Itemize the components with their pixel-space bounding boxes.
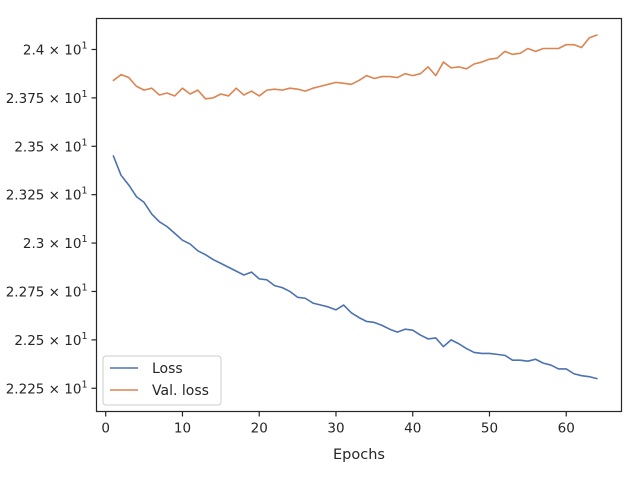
legend: Loss Val. loss xyxy=(102,355,222,406)
plot-frame xyxy=(95,17,623,413)
x-tick-label: 30 xyxy=(327,421,344,437)
y-tick-label: 2.3 × 101 xyxy=(23,234,88,252)
y-tick-label: 2.325 × 101 xyxy=(6,186,88,204)
legend-label-val-loss: Val. loss xyxy=(152,383,209,399)
series-line-val-loss xyxy=(112,34,598,100)
y-axis: 2.225 × 101 2.25 × 101 2.275 × 101 2.3 × 10… xyxy=(6,40,97,397)
series-layer xyxy=(112,34,598,380)
x-axis: 0 10 20 30 40 50 60 xyxy=(101,411,575,437)
y-tick-label: 2.25 × 101 xyxy=(14,331,87,349)
series-line-loss xyxy=(112,155,598,380)
x-tick-label: 0 xyxy=(101,421,110,437)
y-tick-label: 2.225 × 101 xyxy=(6,379,88,397)
x-axis-label: Epochs xyxy=(333,447,385,463)
legend-label-loss: Loss xyxy=(152,361,183,377)
y-tick-label: 2.4 × 101 xyxy=(23,40,88,58)
x-tick-label: 60 xyxy=(558,421,575,437)
x-tick-label: 10 xyxy=(174,421,191,437)
x-tick-label: 40 xyxy=(404,421,421,437)
x-tick-label: 50 xyxy=(481,421,498,437)
y-tick-label: 2.375 × 101 xyxy=(6,89,88,107)
y-tick-label: 2.35 × 101 xyxy=(14,137,87,155)
y-tick-label: 2.275 × 101 xyxy=(6,282,88,300)
x-tick-label: 20 xyxy=(251,421,268,437)
